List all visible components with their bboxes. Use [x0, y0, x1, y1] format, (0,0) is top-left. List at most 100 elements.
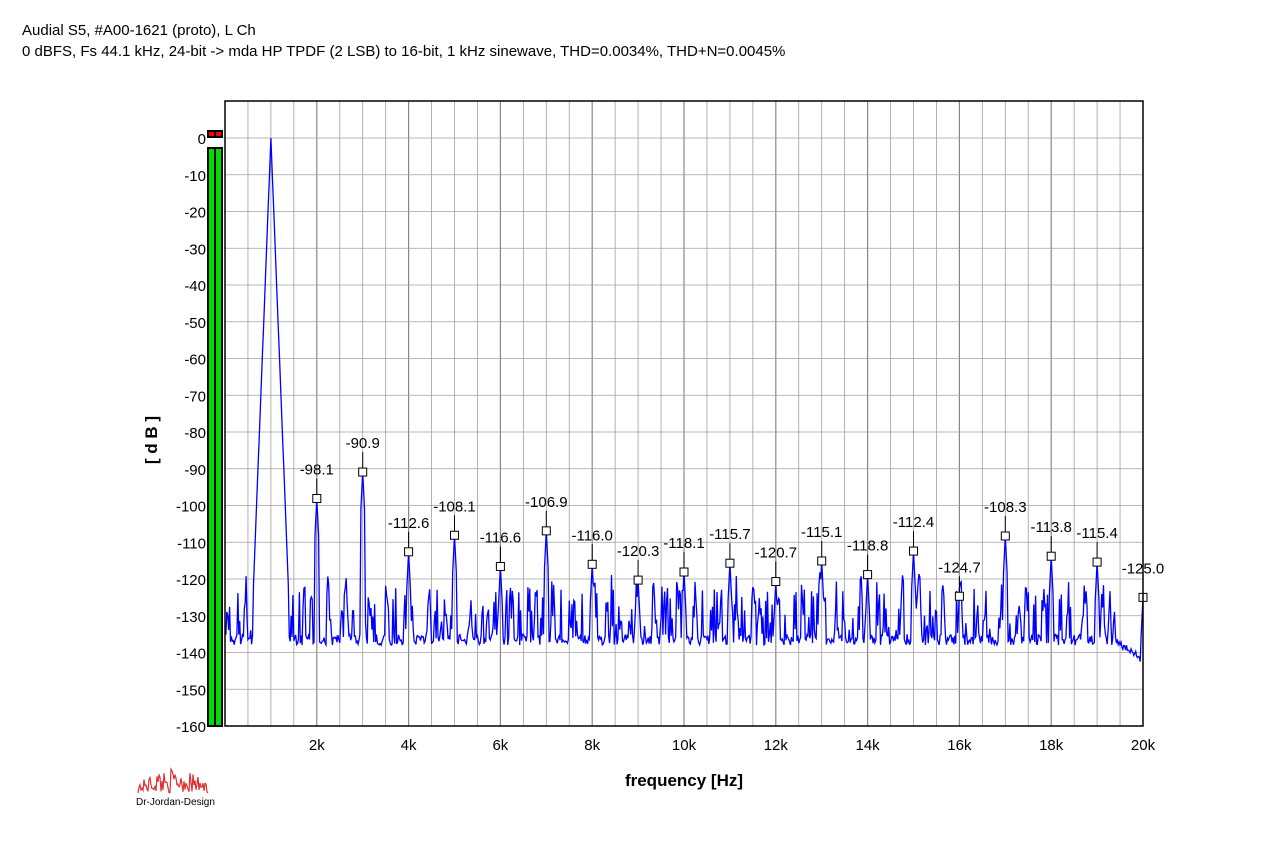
y-tick-label: 0 [198, 131, 206, 148]
x-tick-label: 6k [492, 737, 508, 754]
chart-subtitle: 0 dBFS, Fs 44.1 kHz, 24-bit -> mda HP TP… [22, 43, 786, 60]
y-tick-label: -140 [176, 646, 206, 663]
y-tick-label: -10 [184, 168, 206, 185]
x-tick-label: 12k [764, 737, 789, 754]
harmonic-marker: -106.9 [525, 494, 568, 536]
y-tick-labels: 0 -10 -20 -30 -40 -50 -60 -70 -80 -90 -100 -110 -120… [176, 131, 206, 736]
marker-box [1092, 557, 1102, 567]
harmonic-marker: -98.1 [300, 462, 334, 504]
marker-label: -118.1 [663, 535, 704, 552]
marker-label: -106.9 [525, 494, 568, 511]
marker-box [1046, 551, 1056, 561]
marker-label: -124.7 [938, 559, 981, 576]
plot-frame [224, 100, 1144, 727]
marker-box [495, 562, 505, 572]
harmonic-marker: -112.6 [388, 515, 429, 557]
y-tick-label: -60 [184, 352, 206, 369]
meter-bar-right [216, 149, 221, 725]
marker-box [863, 570, 873, 580]
spectrum-trace-layer [225, 137, 1144, 662]
harmonic-marker: -113.8 [1030, 519, 1072, 561]
marker-label: -112.4 [893, 514, 934, 531]
x-tick-label: 16k [947, 737, 972, 754]
marker-label: -98.1 [300, 462, 334, 479]
marker-label: -108.3 [984, 499, 1027, 516]
harmonic-marker: -118.8 [847, 538, 888, 580]
marker-label: -108.1 [433, 498, 476, 515]
logo-caption: Dr-Jordan-Design [136, 797, 215, 808]
spectrum-trace [225, 137, 1144, 662]
marker-box [404, 547, 414, 557]
marker-box [771, 577, 781, 587]
logo-waveform [137, 767, 209, 794]
level-meter [207, 130, 223, 727]
grid-lines [225, 101, 1143, 726]
chart-title: Audial S5, #A00-1621 (proto), L Ch [22, 22, 256, 39]
marker-label: -120.7 [755, 545, 798, 562]
y-tick-label: -110 [177, 535, 206, 552]
marker-box [541, 526, 551, 536]
marker-label: -118.8 [847, 538, 888, 555]
meter-overload-left [209, 132, 214, 136]
marker-box [358, 467, 368, 477]
harmonic-marker: -115.4 [1076, 525, 1118, 567]
marker-box [679, 567, 689, 577]
harmonic-marker: -120.3 [617, 543, 660, 585]
y-tick-label: -80 [184, 425, 206, 442]
x-tick-label: 10k [672, 737, 697, 754]
marker-label: -116.6 [480, 530, 521, 547]
harmonic-marker: -115.1 [801, 524, 842, 566]
harmonic-marker: -116.6 [480, 530, 521, 572]
marker-label: -112.6 [388, 515, 429, 532]
x-axis-label: frequency [Hz] [625, 771, 743, 790]
y-tick-label: -160 [176, 719, 206, 736]
harmonic-marker: -115.7 [709, 526, 751, 568]
x-tick-labels: 2k 4k 6k 8k 10k 12k 14k 16k 18k 20k [309, 737, 1156, 754]
y-axis-label: [ d B ] [142, 416, 161, 464]
harmonic-marker: -108.1 [433, 498, 476, 540]
dr-jordan-design-logo [137, 767, 209, 794]
meter-overload-frame [207, 130, 223, 138]
x-tick-label: 14k [856, 737, 881, 754]
marker-box [817, 556, 827, 566]
y-tick-label: -120 [176, 572, 206, 589]
harmonic-marker: -116.0 [571, 527, 613, 569]
harmonic-marker: -112.4 [893, 514, 934, 556]
x-tick-label: 20k [1131, 737, 1156, 754]
y-tick-label: -150 [176, 682, 206, 699]
marker-label: -90.9 [346, 435, 380, 452]
marker-box [312, 494, 322, 504]
harmonic-markers: -98.1 -90.9 -112.6-108.1-116.6 -106.9-116.0… [300, 435, 1164, 602]
x-tick-label: 8k [584, 737, 600, 754]
y-tick-label: -20 [184, 205, 206, 222]
meter-bar-left [209, 149, 214, 725]
marker-label: -116.0 [571, 527, 612, 544]
marker-box [587, 559, 597, 569]
marker-box [909, 546, 918, 556]
marker-box [1000, 531, 1010, 541]
harmonic-marker: -120.7 [755, 545, 798, 587]
x-tick-label: 2k [309, 737, 325, 754]
marker-box [954, 591, 964, 601]
y-tick-label: -30 [184, 241, 206, 258]
marker-label: -115.1 [801, 524, 842, 541]
y-tick-label: -40 [184, 278, 206, 295]
y-tick-label: -50 [184, 315, 206, 332]
y-tick-label: -100 [176, 499, 206, 516]
marker-box [633, 575, 643, 585]
marker-label: -115.4 [1076, 525, 1117, 542]
marker-label: -115.7 [709, 526, 750, 543]
marker-label: -120.3 [617, 543, 660, 560]
harmonic-marker: -108.3 [984, 499, 1027, 541]
harmonic-marker: -118.1 [663, 535, 705, 577]
marker-box [450, 530, 459, 540]
y-tick-label: -90 [184, 462, 206, 479]
marker-label: -113.8 [1030, 519, 1071, 536]
x-tick-label: 4k [401, 737, 417, 754]
meter-overload-right [216, 132, 221, 136]
y-tick-label: -130 [176, 609, 206, 626]
harmonic-marker: -90.9 [346, 435, 380, 477]
harmonic-marker: -124.7 [938, 559, 981, 601]
x-tick-label: 18k [1039, 737, 1064, 754]
